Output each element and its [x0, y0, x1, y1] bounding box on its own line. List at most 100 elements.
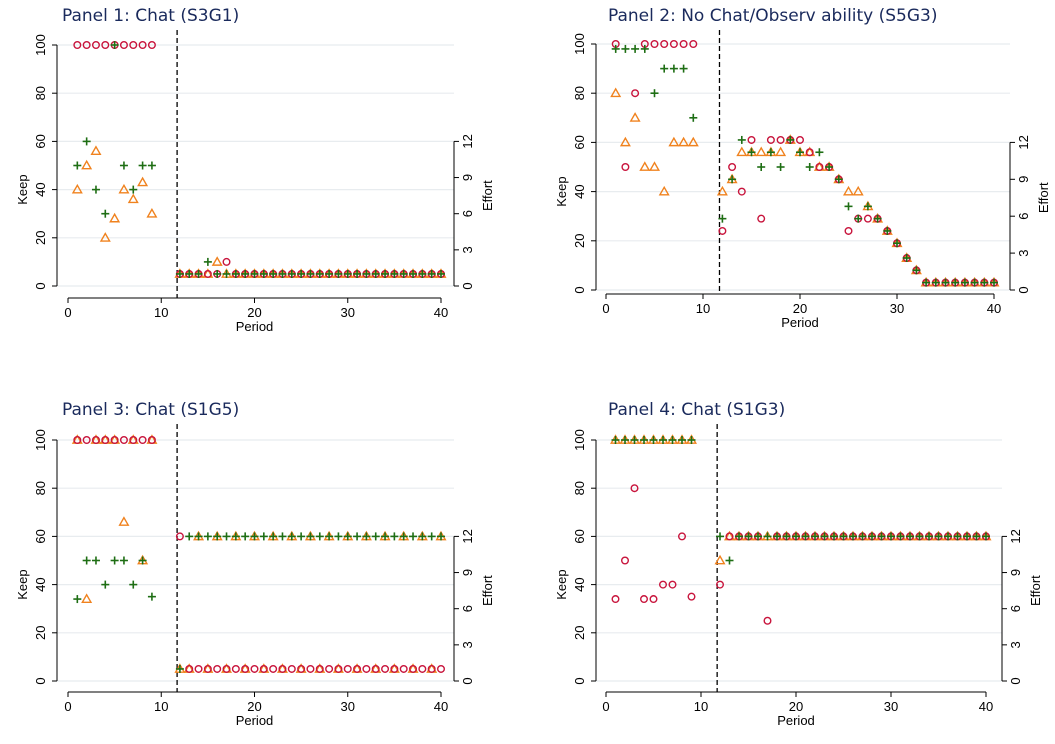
panel-3-title: Panel 3: Chat (S1G5): [62, 400, 240, 420]
plus-marker: [371, 269, 380, 278]
panel-2-chart: 0 20 40 60 80 100 0 3 6 9 12 0 10 20 30 40 Period Keep Eff…: [554, 30, 1051, 330]
x-tick-label: 20: [789, 699, 803, 714]
triangle-marker: [81, 593, 93, 603]
circle-marker: [306, 664, 315, 673]
plus-marker: [925, 532, 933, 541]
panel-2-title: Panel 2: No Chat/Observ ability (S5G3): [608, 6, 938, 26]
circle-marker: [362, 664, 371, 673]
circle-marker: [287, 664, 296, 673]
triangle-marker: [648, 161, 661, 171]
y-axis-title-right: Effort: [480, 575, 495, 606]
plus-marker: [660, 64, 669, 73]
plus-marker: [287, 269, 296, 278]
plus-marker: [854, 214, 863, 223]
circle-marker: [91, 41, 100, 50]
plus-marker: [786, 135, 795, 144]
triangle-marker: [678, 136, 690, 147]
x-tick-label: 0: [64, 305, 71, 320]
y-axis-title-left: Keep: [15, 174, 30, 204]
triangle-marker: [81, 159, 93, 170]
circle-marker: [650, 40, 659, 49]
plus-marker: [811, 532, 819, 541]
circle-marker: [101, 436, 110, 445]
triangle-marker: [736, 146, 748, 157]
y-tick-label-left: 40: [33, 577, 48, 591]
plus-marker: [297, 269, 306, 278]
plus-marker: [437, 532, 445, 541]
x-tick-label: 10: [154, 305, 168, 320]
circle-marker: [611, 595, 620, 604]
circle-marker: [222, 257, 231, 266]
circle-marker: [381, 664, 390, 673]
plus-marker: [315, 269, 324, 278]
plus-marker: [972, 532, 981, 541]
plus-marker: [110, 556, 119, 565]
x-tick-label: 40: [434, 699, 448, 714]
y-tick-label-right: 9: [1016, 176, 1031, 183]
y-axis-title-left: Keep: [15, 569, 30, 599]
plus-marker: [185, 532, 194, 541]
y-tick-label-right: 6: [1008, 605, 1023, 612]
plus-marker: [951, 278, 960, 287]
plus-marker: [953, 532, 962, 541]
circle-marker: [766, 135, 775, 144]
circle-marker: [147, 41, 156, 50]
circle-marker: [231, 664, 240, 673]
circle-marker: [658, 580, 667, 589]
circle-marker: [725, 532, 734, 541]
y-tick-label-left: 80: [33, 86, 48, 100]
plus-marker: [381, 532, 390, 541]
plus-marker: [82, 556, 91, 565]
plus-marker: [990, 278, 998, 287]
plus-marker: [185, 269, 194, 278]
plus-marker: [390, 532, 399, 541]
triangle-marker: [127, 193, 139, 204]
circle-marker: [315, 664, 324, 673]
plus-marker: [390, 269, 399, 278]
y-tick-label-left: 60: [572, 135, 587, 149]
circle-marker: [399, 664, 408, 673]
y-tick-label-right: 12: [1016, 135, 1031, 149]
circle-marker: [679, 40, 688, 49]
circle-marker: [203, 664, 212, 673]
plus-marker: [82, 137, 91, 146]
circle-marker: [101, 41, 110, 50]
plus-marker: [944, 532, 952, 541]
y-tick-label-left: 80: [572, 86, 587, 100]
plus-marker: [362, 269, 371, 278]
plus-marker: [269, 532, 278, 541]
plus-marker: [213, 269, 222, 278]
circle-marker: [119, 41, 128, 50]
x-tick-label: 40: [979, 699, 993, 714]
circle-marker: [844, 226, 853, 235]
y-axis-title-right: Effort: [1036, 182, 1051, 213]
plus-marker: [427, 532, 436, 541]
circle-marker: [129, 41, 138, 50]
y-axis-title-left: Keep: [554, 569, 569, 599]
plus-marker: [830, 532, 838, 541]
plus-marker: [203, 257, 212, 266]
y-tick-label-right: 6: [460, 210, 475, 217]
plus-marker: [747, 148, 756, 157]
circle-marker: [138, 436, 147, 445]
plus-marker: [893, 239, 901, 248]
x-axis-title: Period: [781, 315, 819, 330]
plus-marker: [640, 436, 648, 444]
plus-marker: [269, 269, 278, 278]
triangle-marker: [687, 136, 699, 147]
x-tick-label: 10: [696, 301, 710, 316]
circle-marker: [334, 664, 343, 673]
plus-marker: [418, 532, 427, 541]
plus-marker: [640, 44, 649, 53]
triangle-marker: [90, 145, 102, 155]
plus-marker: [334, 532, 343, 541]
y-tick-label-right: 12: [460, 134, 475, 148]
circle-marker: [73, 436, 82, 445]
plus-marker: [754, 532, 762, 541]
plus-marker: [73, 161, 82, 170]
y-tick-label-left: 20: [33, 231, 48, 245]
circle-marker: [728, 162, 737, 171]
plus-marker: [883, 226, 892, 235]
circle-marker: [175, 532, 184, 541]
circle-marker: [82, 436, 91, 445]
